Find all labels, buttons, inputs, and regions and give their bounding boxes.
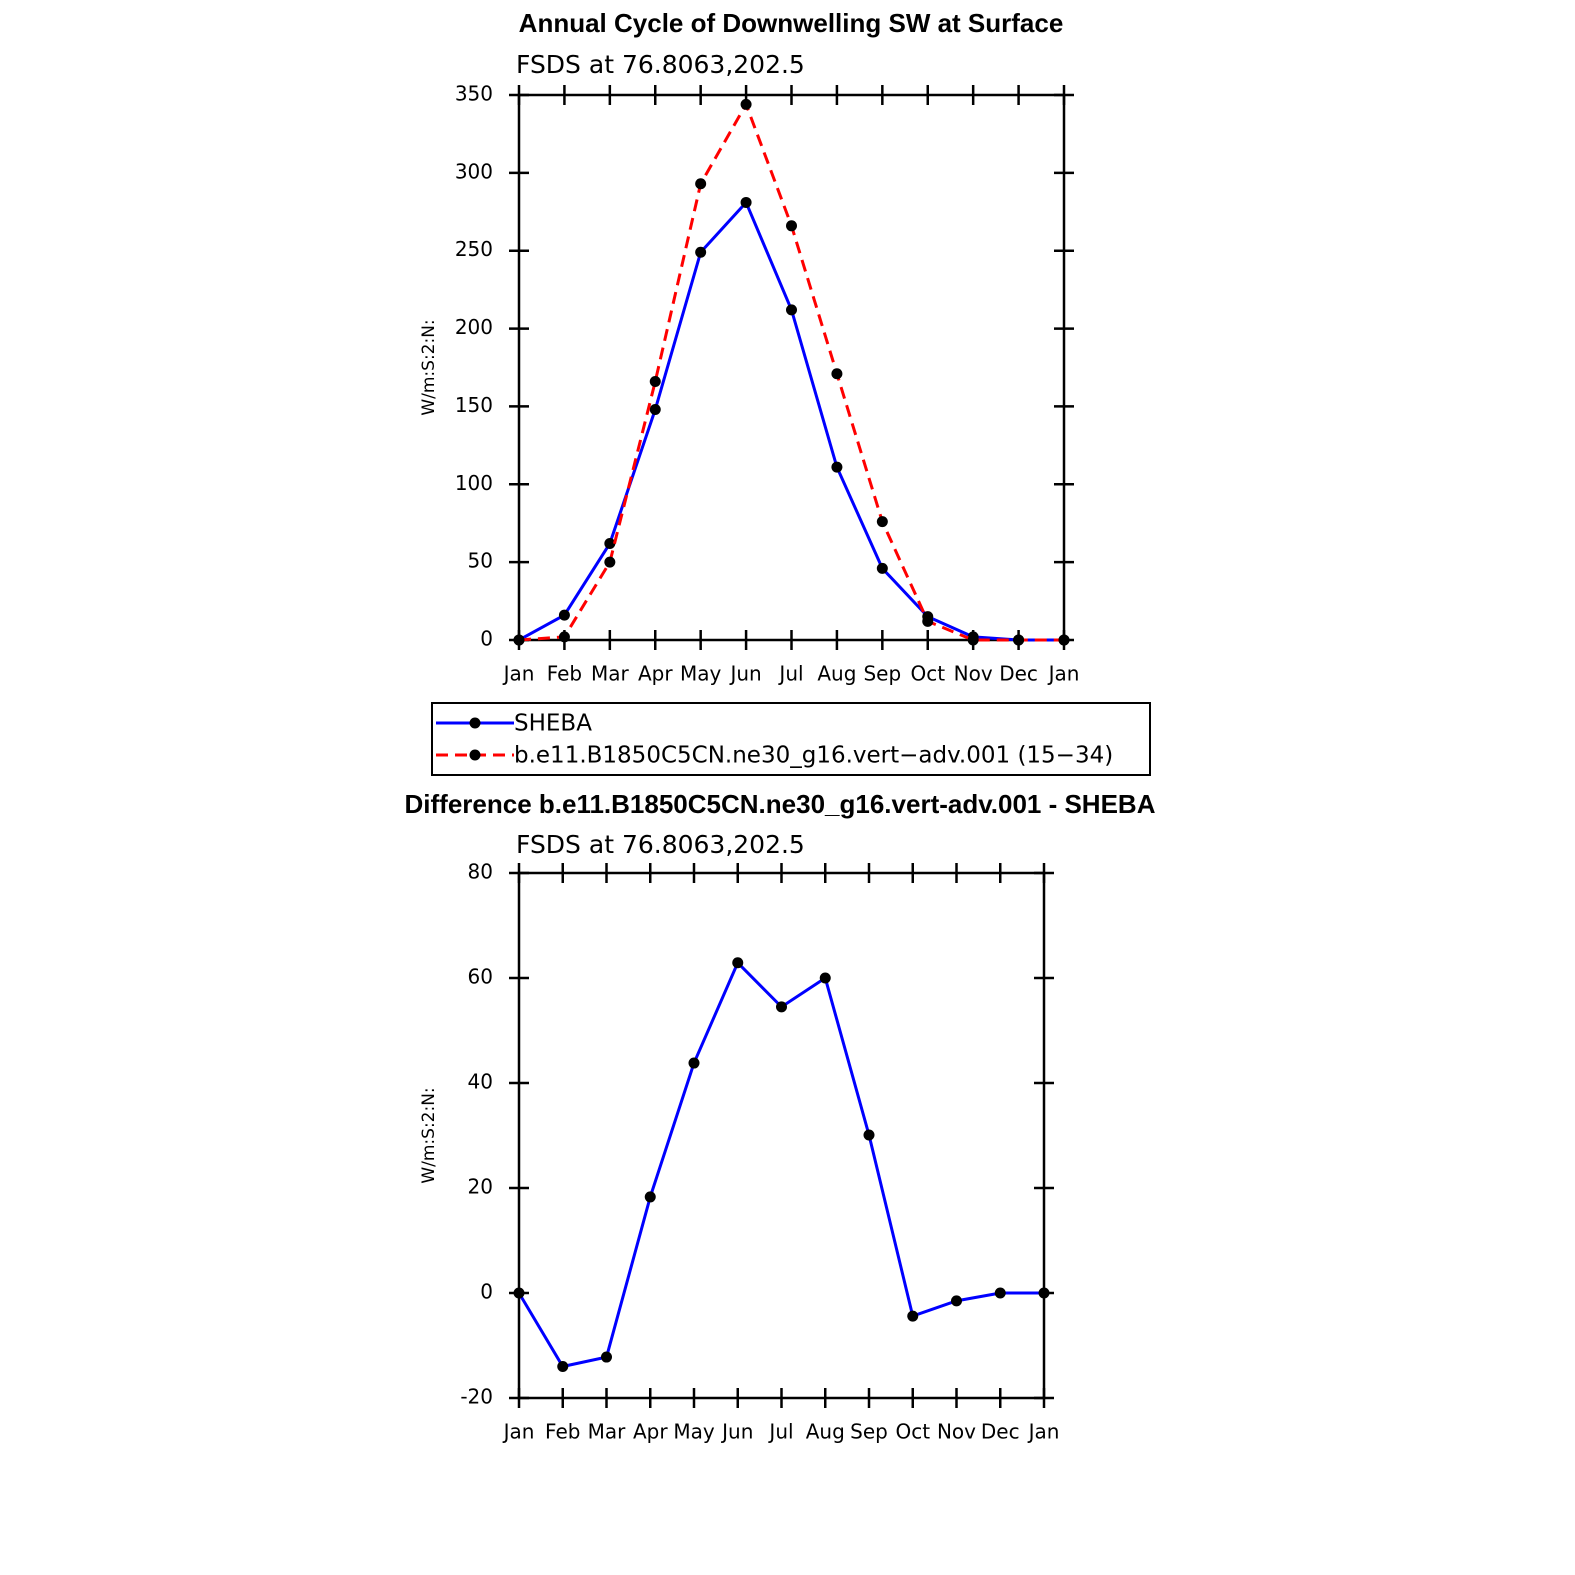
data-point [967,634,979,646]
data-point [695,178,707,190]
data-point [644,1191,656,1203]
y-tick-label: 150 [455,393,493,417]
data-point [776,1001,787,1013]
chart-title: Annual Cycle of Downwelling SW at Surfac… [519,8,1064,38]
y-tick-label: 80 [468,860,493,884]
legend-box [431,702,1151,776]
plot-frame [517,93,1066,642]
x-tick-label: Jan [502,662,535,686]
x-tick-label: Jul [767,1420,793,1444]
x-tick-label: Apr [633,1420,668,1444]
x-tick-label: Feb [547,662,582,686]
x-tick-label: Jun [720,1420,753,1444]
data-point [740,98,752,110]
x-tick-label: Aug [806,1420,845,1444]
data-point [819,972,831,984]
x-tick-label: Sep [850,1420,888,1444]
data-point [876,516,888,528]
plot-frame [517,871,1046,1400]
y-axis-label: W/m:S:2:N: [419,1087,439,1183]
legend-label: SHEBA [514,711,592,737]
x-tick-label: Sep [863,662,901,686]
data-point [604,556,616,568]
data-point [786,304,797,316]
y-tick-label: 200 [455,315,493,339]
data-point [994,1287,1006,1299]
x-tick-label: Nov [937,1420,976,1444]
legend-marker [469,717,481,729]
chart-subtitle: FSDS at 76.8063,202.5 [516,830,805,859]
x-tick-label: Nov [954,662,993,686]
data-point [558,609,570,621]
x-tick-label: May [673,1420,715,1444]
data-point [604,537,616,549]
data-point [1038,1287,1050,1299]
y-tick-label: 350 [455,82,493,106]
chart-subtitle: FSDS at 76.8063,202.5 [516,50,805,79]
data-point [558,631,570,643]
y-tick-label: 100 [455,471,493,495]
x-tick-label: May [680,662,722,686]
data-point [740,196,752,208]
data-point [951,1295,962,1307]
x-tick-label: Jan [1027,1420,1060,1444]
x-tick-label: Mar [588,1420,627,1444]
y-tick-label: 0 [480,627,493,651]
data-point [732,957,744,969]
data-point [601,1351,612,1363]
y-tick-label: 0 [480,1280,493,1304]
x-tick-label: Jul [777,662,803,686]
x-tick-label: Oct [910,662,945,686]
y-tick-label: -20 [460,1385,493,1409]
legend-marker [469,749,481,761]
data-point [831,461,843,473]
data-point [649,376,661,388]
data-point [513,1287,525,1299]
x-tick-label: Apr [638,662,673,686]
x-tick-label: Dec [999,662,1038,686]
chart-title: Difference b.e11.B1850C5CN.ne30_g16.vert… [405,789,1156,819]
x-tick-label: Jan [502,1420,535,1444]
data-point [876,562,888,574]
y-axis-label: W/m:S:2:N: [419,319,439,415]
x-tick-label: Aug [817,662,856,686]
x-tick-label: Jun [728,662,761,686]
y-tick-label: 60 [468,965,493,989]
y-tick-label: 50 [468,549,493,573]
y-tick-label: 250 [455,237,493,261]
x-tick-label: Jan [1047,662,1080,686]
data-point [688,1057,700,1069]
x-tick-label: Mar [591,662,630,686]
y-tick-label: 20 [468,1175,493,1199]
x-tick-label: Oct [895,1420,930,1444]
data-point [557,1361,569,1372]
y-tick-label: 300 [455,159,493,183]
data-point [786,220,797,232]
data-point [695,246,707,258]
legend-label: b.e11.B1850C5CN.ne30_g16.vert−adv.001 (1… [514,743,1113,769]
y-tick-label: 40 [468,1070,493,1094]
data-point [863,1129,875,1141]
data-point [922,615,934,627]
x-tick-label: Feb [545,1420,580,1444]
data-point [831,368,843,380]
data-point [1013,634,1025,646]
data-point [1058,634,1070,646]
x-tick-label: Dec [981,1420,1020,1444]
data-point [907,1310,919,1322]
data-point [649,404,661,416]
data-point [513,634,525,646]
